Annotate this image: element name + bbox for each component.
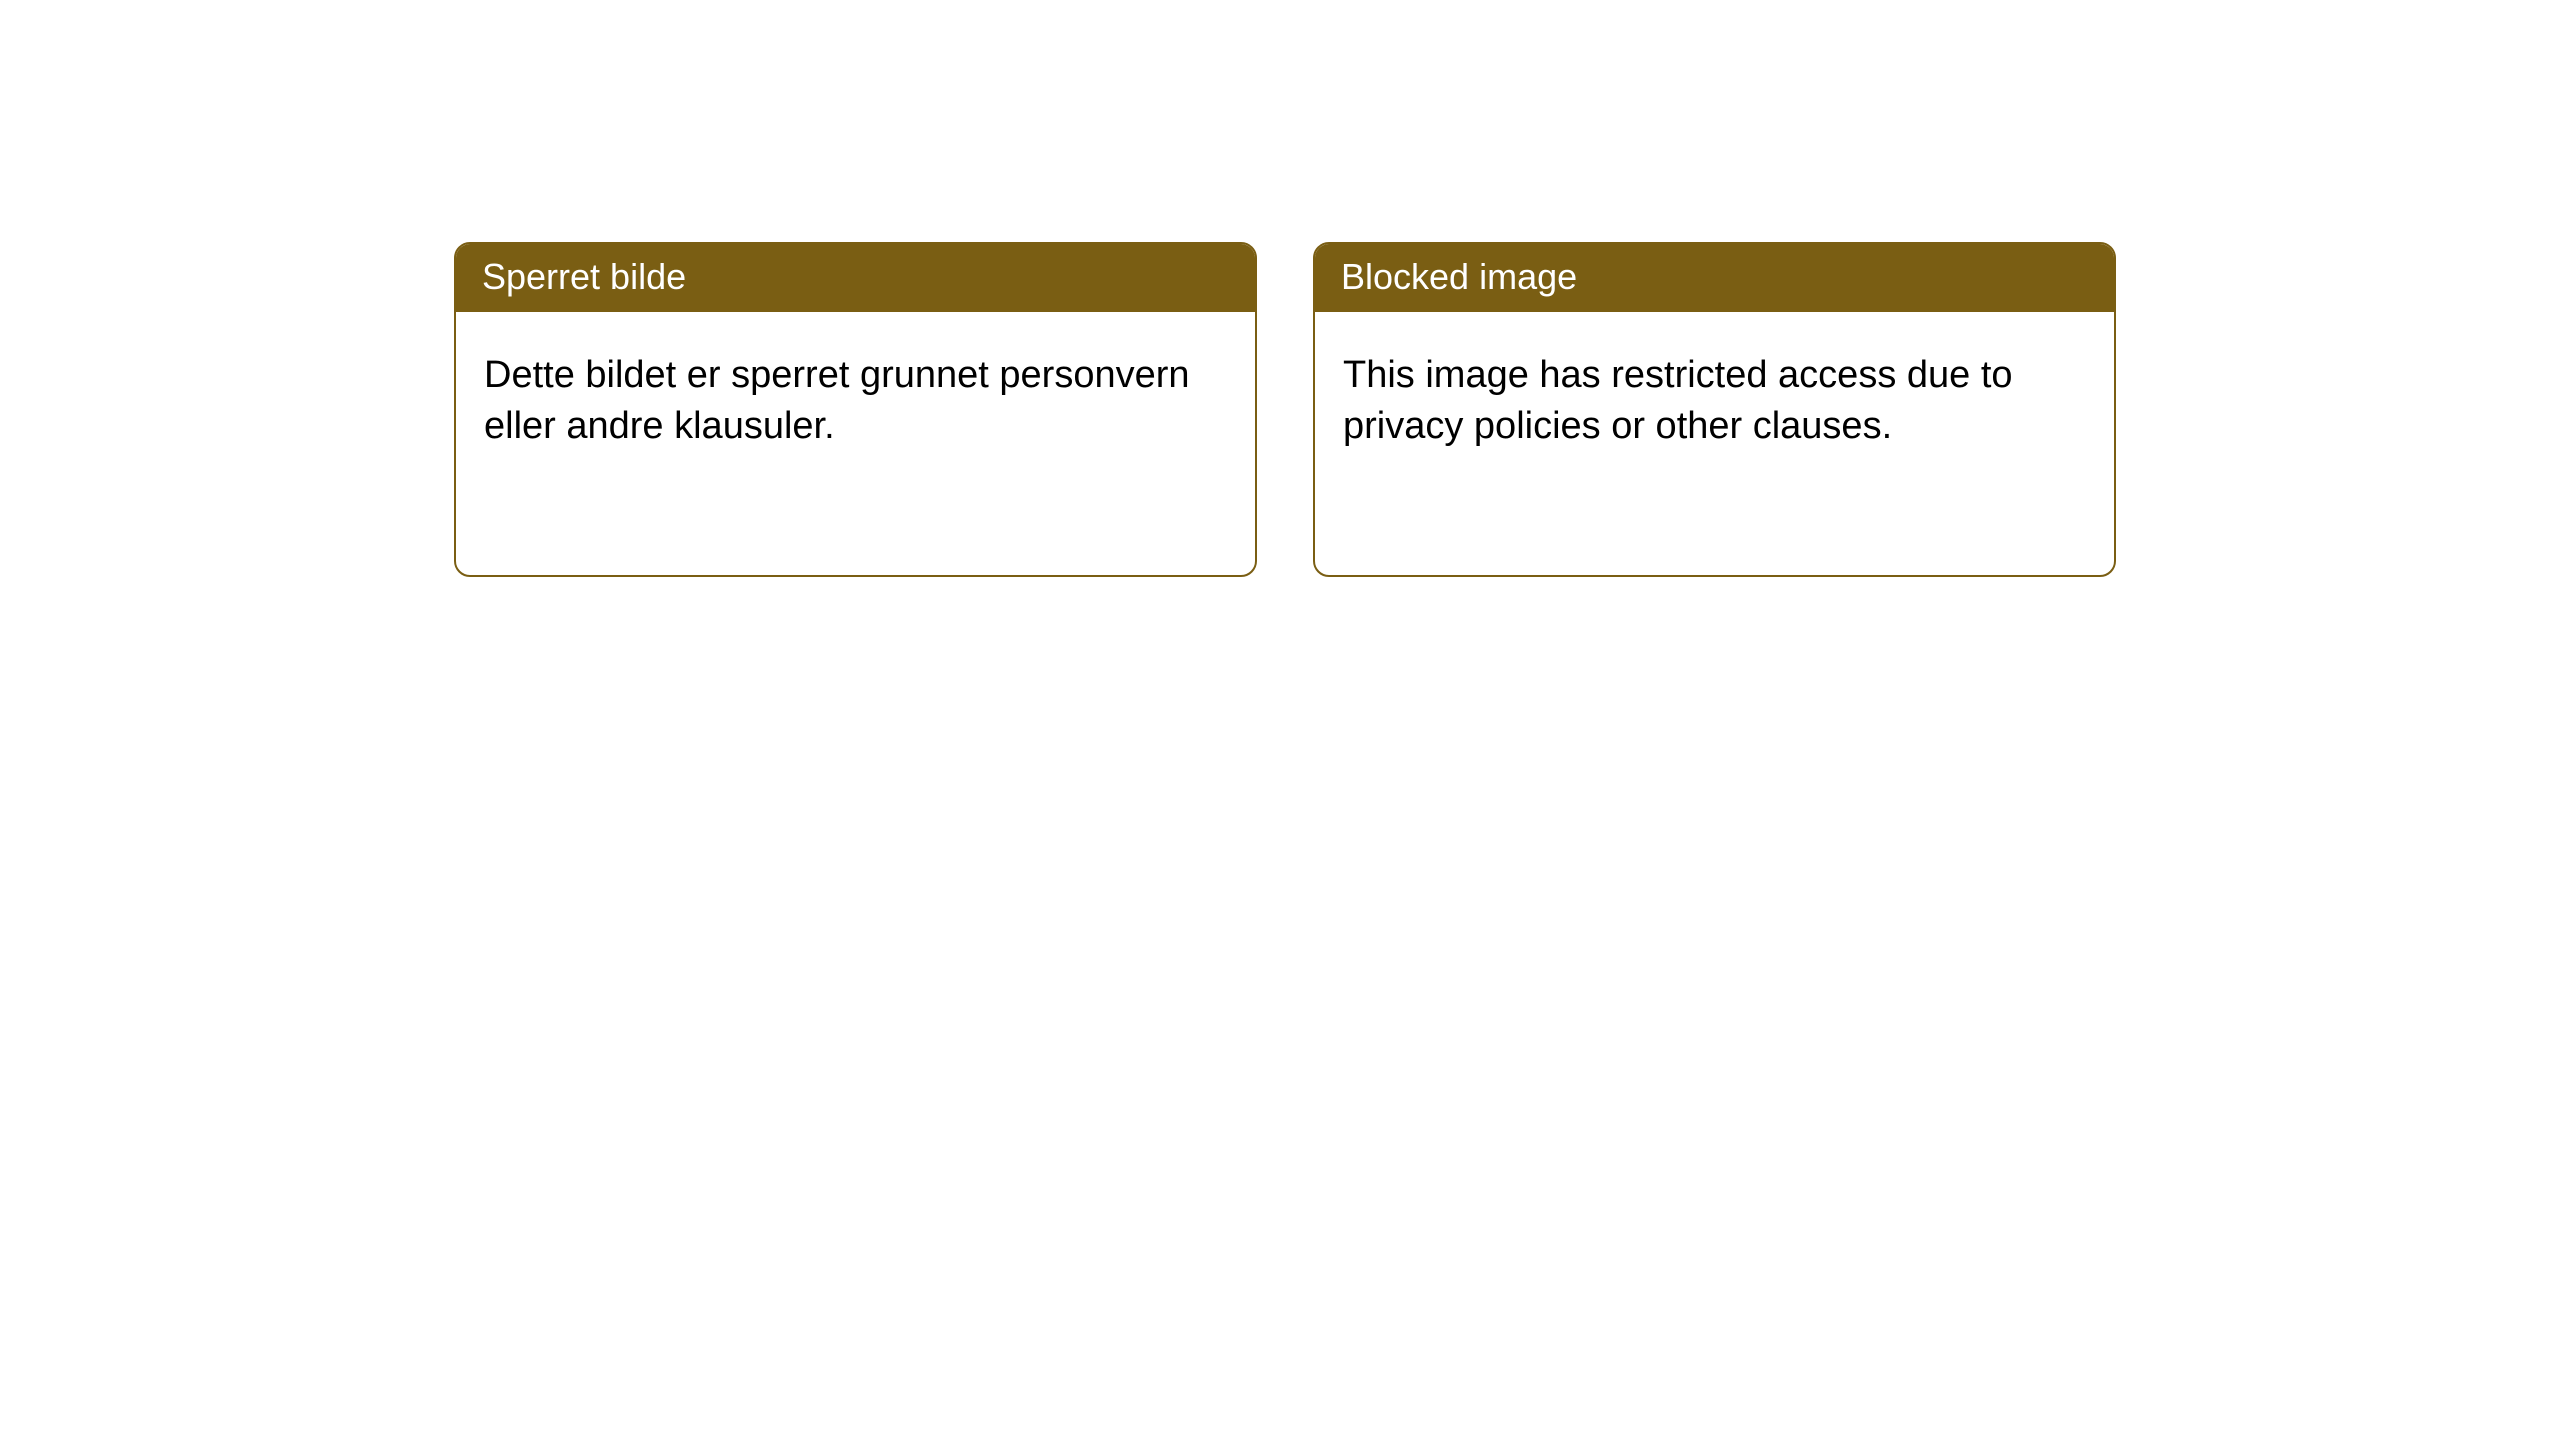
card-body-norwegian: Dette bildet er sperret grunnet personve… bbox=[456, 312, 1255, 481]
card-title-english: Blocked image bbox=[1315, 244, 2114, 312]
cards-container: Sperret bilde Dette bildet er sperret gr… bbox=[0, 0, 2560, 577]
card-norwegian: Sperret bilde Dette bildet er sperret gr… bbox=[454, 242, 1257, 577]
card-title-norwegian: Sperret bilde bbox=[456, 244, 1255, 312]
card-english: Blocked image This image has restricted … bbox=[1313, 242, 2116, 577]
card-body-english: This image has restricted access due to … bbox=[1315, 312, 2114, 481]
